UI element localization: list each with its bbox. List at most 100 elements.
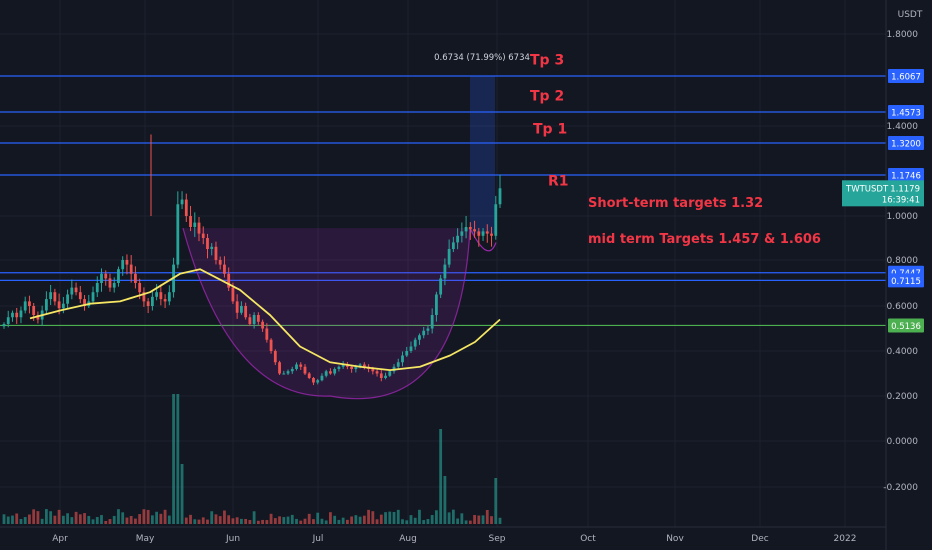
candle-body [227,273,231,288]
volume-bar [456,518,460,524]
volume-bar [28,514,31,524]
volume-bar [269,513,273,524]
y-tick-label: -0.2000 [883,483,918,493]
candle-body [261,321,264,329]
candle-body [265,328,269,340]
candle-body [375,371,379,374]
candle-body [430,315,434,329]
candle-body [244,306,248,318]
volume-bar [477,515,481,524]
volume-bar [273,518,277,524]
candle-body [150,296,154,306]
volume-bar [184,517,188,524]
candle-body [57,301,61,309]
volume-bar [210,511,214,524]
volume-bar [481,515,485,524]
volume-bar [485,510,489,524]
candle-body [91,292,95,302]
candle-body [112,283,116,288]
candle-body [451,242,455,249]
candle-body [78,292,82,300]
volume-bar [248,520,252,524]
volume-bar [138,514,142,524]
candle-body [460,231,464,236]
candle-body [163,299,167,302]
volume-bar [413,517,417,524]
tp1-label: Tp 1 [533,121,567,137]
candle-body [180,199,184,205]
candle-body [11,312,14,318]
x-tick-label: Sep [489,534,506,544]
candle-body [240,306,243,313]
volume-bar [6,516,10,524]
volume-bar [265,520,269,524]
candle-body [214,246,218,260]
volume-bar [146,509,150,524]
volume-bar [2,514,6,524]
volume-bar [494,478,498,524]
volume-bar [19,519,23,524]
candle-body [32,306,36,315]
candle-body [456,235,460,243]
candle-body [329,371,332,374]
volume-bar [125,517,129,524]
candle-body [299,364,303,367]
volume-bar [15,513,19,524]
candle-body [435,294,438,315]
candle-body [379,373,383,378]
mid-term-label: mid term Targets 1.457 & 1.606 [588,232,821,247]
volume-bar [66,513,69,524]
volume-bar [379,514,383,524]
candle-body [193,222,197,227]
candle-body [341,364,345,367]
volume-bar [159,513,163,524]
volume-bar [464,520,468,524]
candle-body [15,312,19,318]
volume-bar [87,515,91,524]
volume-bar [11,515,14,524]
y-tick-label: 0.8000 [887,256,919,266]
volume-bar [375,519,379,524]
level-tag [888,318,924,333]
candle-body [210,246,214,249]
symbol-label: TWTUSDT [845,184,889,194]
volume-bar [36,511,40,524]
volume-bar [134,518,137,524]
volume-bar [367,509,370,524]
volume-bar [172,394,175,524]
candle-body [350,366,354,369]
volume-bar [155,511,159,524]
volume-bar [312,519,315,524]
candle-body [95,283,99,293]
level-tag-label: 1.6067 [891,73,921,83]
volume-bar [108,519,112,524]
volume-bar [201,517,205,524]
volume-bar [388,511,392,524]
x-tick-label: 2022 [834,534,857,544]
horizontal-levels [0,75,886,327]
currency-label: USDT [898,10,923,20]
level-tag-label: 1.4573 [891,109,921,119]
candle-body [426,328,430,331]
candle-body [218,260,222,265]
volume-bar [74,511,78,524]
volume-bar [392,511,396,524]
candle-body [74,287,78,293]
volume-bar [490,516,493,524]
volume-bar [104,520,108,524]
r1-label: R1 [548,173,569,189]
current-price-label: 1.1179 [890,184,920,194]
level-tag-label: 1.3200 [891,140,921,150]
volume-bar [350,516,354,524]
volume-bar [341,517,345,524]
volume-bar [193,519,197,524]
candle-body [23,301,27,311]
x-axis: Apr May Jun Jul Aug Sep Oct Nov Dec 2022 [52,534,856,544]
candle-body [481,231,485,236]
volume-bar [426,519,430,524]
ma-line [29,268,501,372]
volume-bar [371,511,375,524]
cup-fill [183,228,470,399]
candle-body [333,369,337,374]
